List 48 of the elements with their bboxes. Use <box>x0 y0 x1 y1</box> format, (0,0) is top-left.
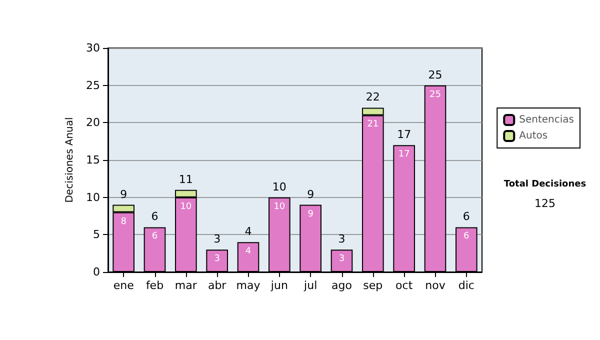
total-label: 9 <box>307 188 314 201</box>
x-tick-label: ago <box>332 279 352 292</box>
data-label: 9 <box>308 209 314 220</box>
x-tick-label: may <box>236 279 261 292</box>
data-label: 4 <box>245 246 252 257</box>
x-tick-label: nov <box>425 279 446 292</box>
x-tick-label: mar <box>174 279 198 292</box>
x-tick-label: feb <box>146 279 164 292</box>
x-tick-label: ene <box>113 279 134 292</box>
x-tick-label: dic <box>458 279 474 292</box>
y-tick-label: 20 <box>86 116 100 130</box>
y-tick-label: 15 <box>86 154 100 166</box>
y-tick-label: 0 <box>93 266 100 278</box>
total-label: 4 <box>244 225 252 238</box>
data-label: 17 <box>398 150 410 160</box>
total-label: 9 <box>120 188 128 201</box>
x-tick-label: sep <box>363 279 383 292</box>
text: Total Decisiones <box>504 180 586 190</box>
data-label: 10 <box>180 202 192 212</box>
total-label: 3 <box>214 232 221 246</box>
data-label: 10 <box>274 202 286 212</box>
total-label: 22 <box>366 90 380 104</box>
y-tick-label: 10 <box>86 190 100 204</box>
x-tick-label: jul <box>303 279 318 292</box>
total-label: 25 <box>428 68 442 82</box>
x-tick-label: oct <box>396 279 414 292</box>
total-label: 3 <box>338 232 346 246</box>
legend-label: Autos <box>519 130 548 142</box>
data-label: 6 <box>152 232 158 242</box>
total-label: 6 <box>462 210 470 224</box>
data-label: 21 <box>367 120 379 130</box>
total-label: 17 <box>397 128 412 142</box>
data-label: 25 <box>430 90 441 100</box>
x-tick-label: jun <box>270 279 288 292</box>
total-label: 6 <box>151 210 158 224</box>
legend-label: Sentencias <box>519 114 574 126</box>
total-label: 10 <box>272 180 286 194</box>
y-tick-label: 5 <box>93 228 100 242</box>
y-axis-title: Decisiones Anual <box>64 117 76 203</box>
data-label: 6 <box>464 232 470 242</box>
data-label: 3 <box>214 254 220 264</box>
total-label: 11 <box>178 172 193 186</box>
data-label: 3 <box>338 254 345 264</box>
y-tick-label: 30 <box>86 42 100 54</box>
y-tick-label: 25 <box>86 78 100 92</box>
data-label: 8 <box>120 216 127 227</box>
x-tick-label: abr <box>208 279 227 292</box>
text: 125 <box>534 197 556 210</box>
